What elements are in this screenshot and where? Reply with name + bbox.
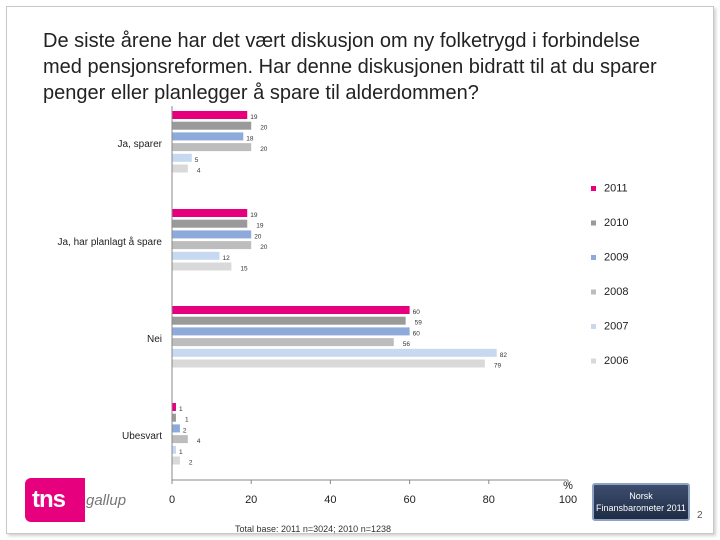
data-label: 15 [240, 266, 248, 273]
data-label: 60 [413, 309, 421, 316]
legend-swatch [591, 220, 596, 226]
bar [172, 424, 180, 433]
footnote: Total base: 2011 n=3024; 2010 n=1238 [235, 524, 391, 534]
bar [172, 164, 188, 173]
bar [172, 348, 497, 357]
bar [172, 111, 248, 119]
x-tick-label: 40 [324, 494, 336, 506]
bar [172, 121, 252, 130]
page-number: 2 [697, 510, 703, 521]
data-label: 18 [246, 135, 254, 142]
legend-swatch [591, 358, 596, 364]
legend-label: 2011 [604, 183, 628, 195]
bar [172, 306, 410, 314]
bar [172, 338, 394, 347]
legend-label: 2007 [604, 321, 628, 333]
data-label: 1 [185, 417, 189, 424]
data-label: 59 [415, 320, 423, 327]
data-label: 12 [223, 255, 231, 262]
data-label: 82 [500, 352, 508, 359]
data-label: 19 [250, 212, 258, 219]
bar [172, 435, 188, 444]
data-label: 20 [260, 146, 268, 153]
bar [172, 153, 192, 162]
legend-swatch [591, 289, 596, 295]
bar [172, 230, 252, 239]
data-label: 2 [183, 427, 187, 434]
data-label: 20 [260, 244, 268, 251]
data-label: 79 [494, 363, 502, 370]
data-label: 4 [197, 168, 201, 175]
category-label: Ubesvart [122, 431, 162, 442]
bar [172, 143, 252, 152]
legend-swatch [591, 255, 596, 260]
x-tick-label: 80 [483, 494, 495, 506]
bar [172, 241, 252, 250]
tns-gallup-logo: tns gallup [25, 478, 145, 522]
bar [172, 209, 248, 217]
legend-label: 2009 [604, 252, 628, 264]
bars-layer [172, 111, 497, 465]
x-tick-label: 60 [403, 494, 415, 506]
bar [172, 251, 220, 260]
bar [172, 219, 248, 228]
axis-layer: Ja, sparer Ja, har planlagt å spare Nei Ube… [57, 106, 577, 506]
data-label: 4 [197, 438, 201, 445]
bar [172, 316, 406, 325]
badge-line-2: Finansbarometer 2011 [596, 503, 686, 513]
data-label: 1 [179, 406, 183, 413]
data-label: 20 [254, 233, 262, 240]
logo-subtext: gallup [86, 492, 127, 509]
bar [172, 403, 176, 411]
category-label: Ja, sparer [118, 139, 163, 150]
bar [172, 132, 244, 141]
finansbarometer-badge: Norsk Finansbarometer 2011 [592, 483, 690, 521]
data-label: 56 [403, 341, 411, 348]
badge-line-1: Norsk [629, 491, 653, 501]
data-label: 20 [260, 125, 268, 132]
legend-label: 2006 [604, 355, 628, 367]
data-label: 60 [413, 330, 421, 337]
data-label: 5 [195, 157, 199, 164]
legend-label: 2008 [604, 286, 628, 298]
x-tick-label: 100 [559, 494, 577, 506]
bar [172, 359, 485, 368]
logo-text: tns [32, 486, 66, 513]
bar [172, 445, 176, 454]
bar [172, 456, 180, 465]
logo-block [25, 478, 85, 522]
legend-swatch [591, 324, 596, 329]
chart-title: De siste årene har det vært diskusjon om… [43, 30, 657, 104]
bar [172, 413, 176, 422]
category-label: Ja, har planlagt å spare [57, 236, 162, 248]
x-axis-label: % [563, 480, 573, 492]
data-label: 19 [250, 114, 258, 121]
legend: 2011 2010 2009 2008 2007 2006 [591, 183, 628, 367]
legend-swatch [591, 186, 596, 191]
data-label: 19 [256, 223, 264, 230]
slide [6, 6, 714, 534]
legend-label: 2010 [604, 217, 628, 229]
bar [172, 262, 232, 271]
category-label: Nei [147, 334, 162, 345]
x-tick-label: 0 [169, 494, 175, 506]
data-label: 2 [189, 460, 193, 467]
data-label: 1 [179, 449, 183, 456]
bar [172, 327, 410, 336]
x-tick-label: 20 [245, 494, 257, 506]
